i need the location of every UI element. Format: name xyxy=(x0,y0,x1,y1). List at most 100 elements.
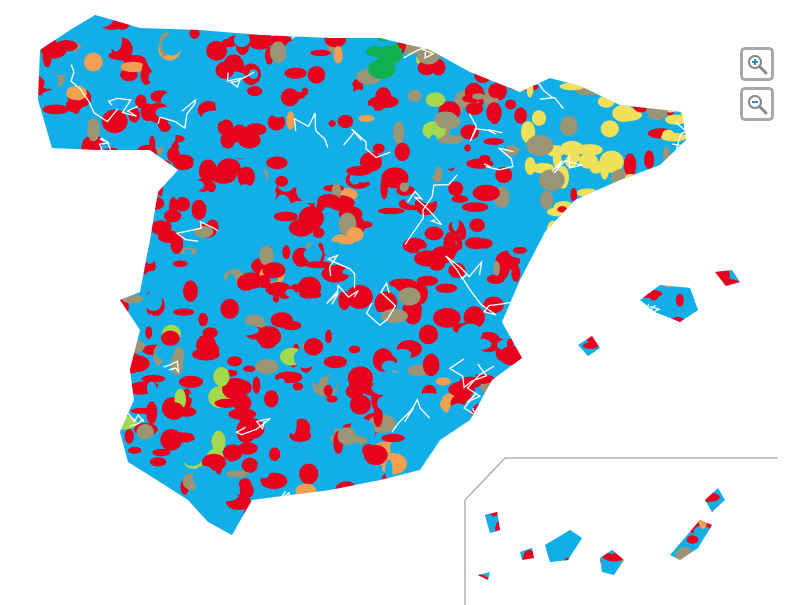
municipality-patch xyxy=(121,584,141,605)
municipality-patch xyxy=(499,463,518,483)
province-border xyxy=(484,393,529,414)
municipality-patch xyxy=(252,376,261,394)
municipality-patch xyxy=(601,324,614,337)
municipality-patch xyxy=(213,490,239,502)
municipality-patch xyxy=(537,493,564,516)
municipality-patch xyxy=(155,345,175,360)
province-border xyxy=(235,417,271,436)
municipality-patch xyxy=(206,41,228,61)
municipality-patch xyxy=(269,447,281,462)
municipality-patch xyxy=(602,478,613,488)
municipality-patch xyxy=(732,320,740,342)
municipality-patch xyxy=(275,176,288,187)
municipality-patch xyxy=(565,333,587,342)
municipality-patch xyxy=(719,517,740,531)
municipality-patch xyxy=(692,475,715,486)
zoom-out-button[interactable] xyxy=(740,87,774,121)
municipality-patch xyxy=(553,301,567,320)
municipality-patch xyxy=(259,245,274,266)
municipality-patch xyxy=(708,200,728,215)
municipality-patch xyxy=(497,550,520,569)
municipality-patch xyxy=(45,491,58,513)
municipality-patch xyxy=(642,230,657,239)
municipality-patch xyxy=(388,519,409,527)
municipality-patch xyxy=(320,15,327,24)
municipality-patch xyxy=(597,222,616,231)
municipality-patch xyxy=(658,248,676,258)
municipality-patch xyxy=(576,209,585,227)
municipality-patch xyxy=(38,550,61,574)
municipality-patch xyxy=(724,257,740,265)
municipality-patch xyxy=(594,479,604,497)
municipality-patch xyxy=(50,425,57,441)
municipality-patch xyxy=(692,482,703,496)
municipality-patch xyxy=(468,594,476,603)
municipality-patch xyxy=(593,240,622,257)
municipality-patch xyxy=(561,221,579,233)
municipality-patch xyxy=(460,124,480,140)
municipality-patch xyxy=(572,411,597,425)
municipality-patch xyxy=(597,503,613,519)
municipality-patch xyxy=(215,92,223,114)
municipality-patch xyxy=(269,591,283,605)
municipality-patch xyxy=(66,85,88,101)
municipality-patch xyxy=(734,399,740,422)
municipality-patch xyxy=(144,251,155,264)
municipality-patch xyxy=(265,282,292,297)
municipality-patch xyxy=(486,274,505,284)
municipality-patch xyxy=(392,548,409,560)
municipality-patch xyxy=(123,15,131,17)
municipality-patch xyxy=(93,497,117,506)
municipality-patch xyxy=(441,434,464,453)
municipality-patch xyxy=(172,260,188,268)
municipality-patch xyxy=(711,265,730,288)
municipality-patch xyxy=(704,55,727,69)
municipality-patch xyxy=(639,384,663,396)
municipality-patch xyxy=(180,20,204,27)
municipality-patch xyxy=(304,525,322,543)
municipality-patch xyxy=(204,342,220,358)
municipality-patch xyxy=(527,373,546,386)
province-border xyxy=(365,281,397,327)
municipality-patch xyxy=(358,115,375,123)
municipality-patch xyxy=(153,522,176,546)
municipality-patch xyxy=(152,56,164,68)
zoom-in-button[interactable] xyxy=(740,47,774,81)
municipality-patch xyxy=(558,516,579,533)
municipality-patch xyxy=(529,312,547,325)
canary-inset-frame xyxy=(464,457,778,605)
municipality-patch xyxy=(534,404,547,417)
municipality-patch xyxy=(40,15,66,18)
municipality-patch xyxy=(680,555,706,575)
municipality-patch xyxy=(335,506,352,522)
municipality-patch xyxy=(674,397,700,408)
municipality-patch xyxy=(693,563,710,571)
municipality-patch xyxy=(38,303,43,314)
municipality-patch xyxy=(417,499,427,518)
municipality-patch xyxy=(87,284,103,291)
municipality-patch xyxy=(461,202,489,212)
municipality-patch xyxy=(664,398,691,409)
municipality-patch xyxy=(226,470,249,478)
municipality-patch xyxy=(97,240,106,250)
municipality-patch xyxy=(374,116,388,136)
municipality-patch xyxy=(639,495,665,518)
municipality-patch xyxy=(676,514,686,535)
municipality-patch xyxy=(675,293,684,307)
municipality-patch xyxy=(661,132,687,142)
municipality-patch xyxy=(639,229,660,242)
municipality-patch xyxy=(621,15,631,25)
municipality-patch xyxy=(422,353,440,377)
municipality-patch xyxy=(526,78,534,98)
municipality-patch xyxy=(618,231,629,238)
municipality-patch xyxy=(721,359,740,373)
municipality-patch xyxy=(99,549,123,564)
municipality-patch xyxy=(39,31,52,50)
municipality-patch xyxy=(359,199,387,206)
municipality-patch xyxy=(497,255,510,279)
municipality-patch xyxy=(645,325,653,348)
municipality-patch xyxy=(63,408,76,417)
municipality-patch xyxy=(174,15,194,21)
municipality-patch xyxy=(625,200,647,223)
